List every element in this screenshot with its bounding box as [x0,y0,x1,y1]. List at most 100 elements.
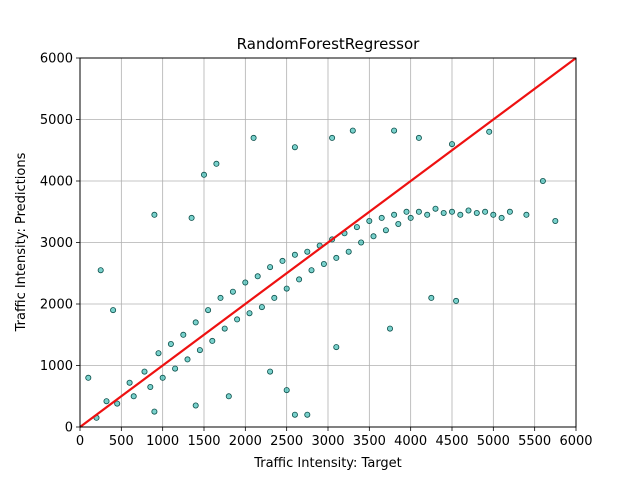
data-point [407,214,414,221]
chart-title: RandomForestRegressor [237,35,421,53]
data-point [386,325,393,332]
data-point [172,365,179,372]
data-point [167,340,174,347]
data-point [103,398,110,405]
data-point [110,307,117,314]
data-point [279,257,286,264]
data-point [391,127,398,134]
data-point [304,248,311,255]
data-point [254,273,261,280]
data-point [291,251,298,258]
data-point [151,211,158,218]
data-point [151,408,158,415]
data-point [333,344,340,351]
data-point [205,307,212,314]
data-point [184,356,191,363]
y-tick-label: 2000 [40,298,73,313]
data-point [192,402,199,409]
x-tick-label: 5500 [518,434,551,449]
x-axis-label: Traffic Intensity: Target [253,456,402,471]
data-point [448,208,455,215]
x-tick-label: 3500 [353,434,386,449]
data-point [229,288,236,295]
data-point [415,208,422,215]
data-point [506,208,513,215]
data-point [457,211,464,218]
data-point [486,128,493,135]
data-point [552,217,559,224]
data-point [539,177,546,184]
data-point [353,224,360,231]
data-point [403,208,410,215]
data-point [213,160,220,167]
data-point [85,374,92,381]
data-point [448,141,455,148]
data-point [304,411,311,418]
data-point [291,144,298,151]
data-point [114,400,121,407]
data-point [155,350,162,357]
x-tick-label: 2500 [270,434,303,449]
x-tick-label: 4000 [394,434,427,449]
data-point [217,294,224,301]
x-tick-label: 5000 [477,434,510,449]
data-point [267,264,274,271]
reference-line-layer [79,57,577,428]
y-tick-label: 0 [65,421,73,436]
data-point [271,294,278,301]
data-point [320,260,327,267]
x-tick-label: 0 [76,434,84,449]
data-point [283,387,290,394]
x-tick-label: 3000 [311,434,344,449]
y-axis-label: Traffic Intensity: Predictions [14,152,29,332]
data-point [424,211,431,218]
y-axis-ticks: 0 1000 2000 3000 4000 5000 6000 [40,52,80,436]
data-point [370,233,377,240]
data-point [200,171,207,178]
data-point [296,276,303,283]
data-point [242,279,249,286]
data-point [415,134,422,141]
y-tick-label: 5000 [40,113,73,128]
data-point [453,297,460,304]
data-point [308,267,315,274]
y-tick-label: 4000 [40,175,73,190]
data-point [267,368,274,375]
data-point [221,325,228,332]
data-point [291,411,298,418]
data-point [246,310,253,317]
data-point [440,209,447,216]
x-tick-label: 500 [109,434,134,449]
data-point [473,209,480,216]
data-point [234,316,241,323]
data-point [188,214,195,221]
x-axis-ticks: 0 500 1000 1500 2000 2500 3000 3500 4000 4500 5000… [76,427,593,449]
data-point [329,134,336,141]
x-tick-label: 6000 [559,434,592,449]
x-tick-label: 1500 [187,434,220,449]
data-point [382,227,389,234]
data-point [395,220,402,227]
data-point [498,214,505,221]
data-point [250,134,257,141]
data-point [196,347,203,354]
data-point [283,285,290,292]
data-point [349,127,356,134]
x-tick-label: 4500 [435,434,468,449]
y-tick-label: 1000 [40,359,73,374]
data-point [225,393,232,400]
data-point [345,248,352,255]
y-tick-label: 6000 [40,52,73,67]
reference-line [79,57,577,428]
data-point [141,368,148,375]
data-point [428,294,435,301]
data-point [192,319,199,326]
data-point [465,207,472,214]
data-point [482,208,489,215]
data-point [180,331,187,338]
data-point [333,254,340,261]
data-point [159,374,166,381]
data-point [378,214,385,221]
x-tick-label: 2000 [229,434,262,449]
